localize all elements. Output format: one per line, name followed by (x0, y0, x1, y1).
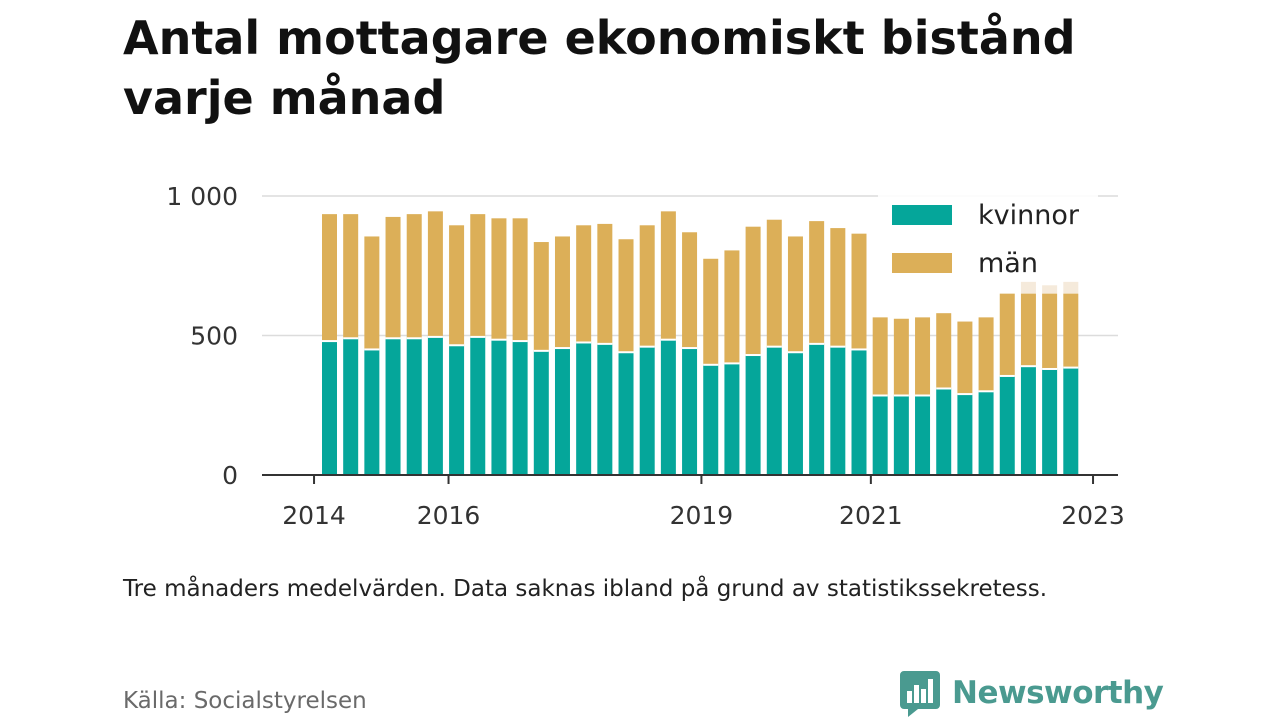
bar-kvinnor (597, 343, 613, 475)
bar-man (576, 225, 592, 343)
bar-man (745, 226, 761, 356)
bar-man (851, 233, 867, 350)
legend-swatch-kvinnor (892, 205, 952, 225)
bar-man (999, 293, 1015, 376)
bar-kvinnor (703, 364, 719, 475)
bar-man (682, 232, 698, 349)
bar-kvinnor (491, 339, 507, 475)
bar-kvinnor (427, 336, 443, 475)
bar-man (597, 223, 613, 344)
chart-note: Tre månaders medelvärden. Data saknas ib… (123, 576, 1048, 602)
bar-kvinnor (576, 342, 592, 475)
legend-label: kvinnor (978, 200, 1080, 231)
bar-man (639, 225, 655, 347)
bar-man (809, 221, 825, 344)
bar-kvinnor (364, 349, 380, 475)
bar-kvinnor (1042, 368, 1058, 475)
bar-kvinnor (406, 338, 422, 475)
bar-man (618, 239, 634, 353)
bar-man (364, 236, 380, 350)
bar-kvinnor (936, 388, 952, 475)
bar-man (449, 225, 465, 346)
legend: kvinnor män (878, 190, 1098, 282)
bar-man (830, 228, 846, 347)
bar-kvinnor (893, 395, 909, 475)
bar-kvinnor (470, 336, 486, 475)
bar-kvinnor (915, 395, 931, 475)
brand-name: Newsworthy (952, 675, 1164, 711)
bar-chart: 2014 2016 2019 2021 2023 0 500 1 000 kvinnor mä… (166, 182, 1125, 530)
bar-man (554, 236, 570, 349)
bar-man (766, 219, 782, 347)
bar-man (1063, 293, 1079, 368)
bar-man (936, 313, 952, 389)
x-tick-label: 2016 (417, 501, 481, 530)
bar-kvinnor (639, 346, 655, 475)
bar-man (915, 317, 931, 396)
x-tick-label: 2014 (282, 501, 346, 530)
bar-faded (1020, 281, 1036, 294)
bar-man (724, 250, 740, 364)
bar-man (470, 214, 486, 337)
bar-kvinnor (554, 348, 570, 475)
x-axis: 2014 2016 2019 2021 2023 (262, 474, 1125, 530)
bar-chart-speech-bubble-icon (900, 671, 940, 717)
bar-kvinnor (830, 346, 846, 475)
bar-man (787, 236, 803, 353)
bar-kvinnor (682, 348, 698, 475)
bar-kvinnor (1063, 367, 1079, 475)
bar-man (703, 258, 719, 365)
bars (322, 211, 1079, 475)
bar-kvinnor (872, 395, 888, 475)
bar-man (512, 218, 528, 342)
y-tick-label: 0 (222, 461, 238, 490)
bar-kvinnor (745, 355, 761, 475)
bar-kvinnor (512, 341, 528, 475)
bar-man (872, 317, 888, 396)
bar-faded (1063, 281, 1079, 294)
bar-man (893, 318, 909, 396)
bar-kvinnor (343, 338, 359, 475)
bar-kvinnor (449, 345, 465, 475)
y-tick-label: 1 000 (166, 182, 238, 211)
bar-man (533, 242, 549, 351)
bar-kvinnor (660, 339, 676, 475)
bar-man (406, 214, 422, 339)
bar-kvinnor (533, 350, 549, 475)
x-tick-label: 2019 (670, 501, 734, 530)
x-tick-label: 2021 (839, 501, 903, 530)
bar-man (491, 218, 507, 340)
bar-man (1020, 293, 1036, 367)
bar-kvinnor (999, 375, 1015, 475)
bar-man (427, 211, 443, 337)
bar-kvinnor (724, 363, 740, 475)
bar-man (660, 211, 676, 340)
bar-man (385, 216, 401, 339)
legend-label: män (978, 248, 1038, 279)
bar-kvinnor (1020, 366, 1036, 475)
legend-swatch-män (892, 253, 952, 273)
bar-man (957, 321, 973, 395)
bar-kvinnor (322, 341, 337, 475)
bar-kvinnor (809, 343, 825, 475)
bar-kvinnor (385, 338, 401, 475)
bar-kvinnor (851, 349, 867, 475)
bar-kvinnor (618, 352, 634, 475)
bar-man (343, 214, 359, 339)
bar-man (322, 214, 337, 342)
bar-kvinnor (787, 352, 803, 475)
chart-title: Antal mottagare ekonomiskt bistånd varje… (123, 11, 1076, 125)
bar-man (1042, 293, 1058, 369)
source-credit: Källa: Socialstyrelsen (123, 688, 367, 714)
bar-kvinnor (978, 391, 994, 475)
y-tick-label: 500 (190, 322, 238, 351)
bar-man (978, 317, 994, 392)
bar-faded (1042, 285, 1058, 294)
brand-logo: Newsworthy (900, 668, 1164, 718)
bar-kvinnor (766, 346, 782, 475)
x-tick-label: 2023 (1061, 501, 1125, 530)
bar-kvinnor (957, 394, 973, 475)
y-axis: 0 500 1 000 (166, 182, 238, 490)
